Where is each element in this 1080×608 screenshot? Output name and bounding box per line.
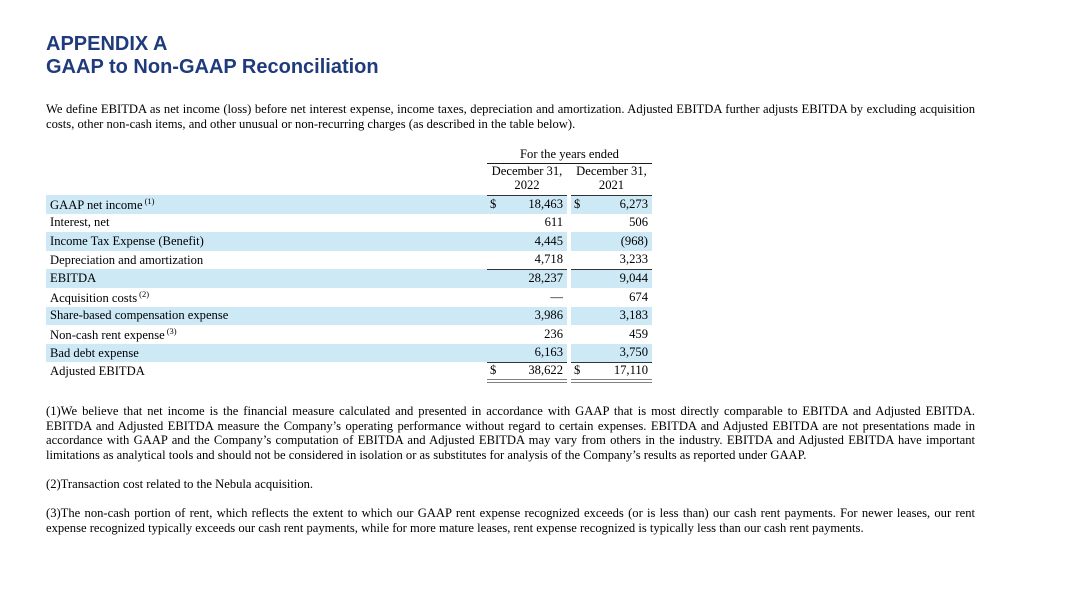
intro-paragraph: We define EBITDA as net income (loss) be… [46,102,975,131]
table-row-interest-net: Interest, net 611 506 [46,213,652,233]
currency-symbol: $ [487,362,503,383]
row-label: Depreciation and amortization [50,252,204,267]
column-header-2021-date: December 31, [576,164,647,179]
table-row-adjusted-ebitda: Adjusted EBITDA $ 38,622 $ 17,110 [46,362,652,383]
column-header-2022: December 31, 2022 [487,163,567,196]
value-2021: (968) [587,232,652,251]
value-2022: 28,237 [503,269,567,288]
footnote-ref: (1) [144,195,155,206]
row-label: Acquisition costs [50,290,138,305]
row-label: Income Tax Expense (Benefit) [50,233,204,248]
value-2021: 3,750 [587,343,652,363]
currency-symbol: $ [571,362,587,383]
column-header-2022-year: 2022 [514,178,540,192]
value-2021: 6,273 [587,195,652,214]
value-2022: 236 [544,326,563,341]
value-2021: 3,233 [587,250,652,270]
page-title: APPENDIX A GAAP to Non-GAAP Reconciliatio… [46,33,379,79]
value-2022: 611 [544,215,563,230]
value-2021: 506 [629,215,648,230]
value-2021: 459 [629,326,648,341]
column-header-row: December 31, 2022 December 31, 2021 [46,163,652,196]
table-row-non-cash-rent: Non-cash rent expense (3) 236 459 [46,325,652,344]
row-label: Adjusted EBITDA [50,364,145,379]
reconciliation-table: For the years ended December 31, 2022 Dec… [46,147,652,383]
footnote-1: (1)We believe that net income is the fin… [46,404,975,462]
value-2022: 38,622 [503,362,567,383]
table-row-share-based-compensation: Share-based compensation expense 3,986 3… [46,306,652,326]
period-header: For the years ended [487,147,652,164]
value-2021: 9,044 [587,269,652,288]
value-2022: 6,163 [503,343,567,363]
footnote-ref: (3) [166,325,177,336]
table-row-bad-debt-expense: Bad debt expense 6,163 3,750 [46,343,652,363]
currency-symbol: $ [487,195,503,214]
value-2022: 4,718 [503,250,567,270]
column-header-2022-date: December 31, [491,164,563,179]
row-label: GAAP net income [50,197,143,212]
footnote-ref: (2) [139,288,150,299]
value-2022: — [550,289,563,304]
table-row-depreciation-amortization: Depreciation and amortization 4,718 3,23… [46,250,652,270]
value-2021: 3,183 [587,306,652,326]
currency-symbol: $ [571,195,587,214]
column-header-2021-year: 2021 [598,178,625,192]
row-label: Non-cash rent expense [50,328,165,343]
table-row-income-tax-expense: Income Tax Expense (Benefit) 4,445 (968) [46,232,652,251]
table-row-ebitda: EBITDA 28,237 9,044 [46,269,652,288]
row-label: Bad debt expense [50,345,139,360]
row-label: EBITDA [50,271,97,286]
footnote-2: (2)Transaction cost related to the Nebul… [46,477,314,491]
value-2022: 4,445 [503,232,567,251]
period-header-row: For the years ended [46,147,652,164]
table-row-acquisition-costs: Acquisition costs (2) — 674 [46,287,652,307]
column-header-2021: December 31, 2021 [571,163,652,196]
footnote-3: (3)The non-cash portion of rent, which r… [46,506,975,535]
page-title-line1: APPENDIX A [46,33,168,55]
row-label: Share-based compensation expense [50,308,229,323]
value-2022: 18,463 [503,195,567,214]
page-title-line2: GAAP to Non-GAAP Reconciliation [46,56,379,78]
row-label: Interest, net [50,215,110,230]
table-row-gaap-net-income: GAAP net income (1) $ 18,463 $ 6,273 [46,195,652,214]
value-2022: 3,986 [503,306,567,326]
value-2021: 674 [629,289,648,304]
value-2021: 17,110 [587,362,652,383]
